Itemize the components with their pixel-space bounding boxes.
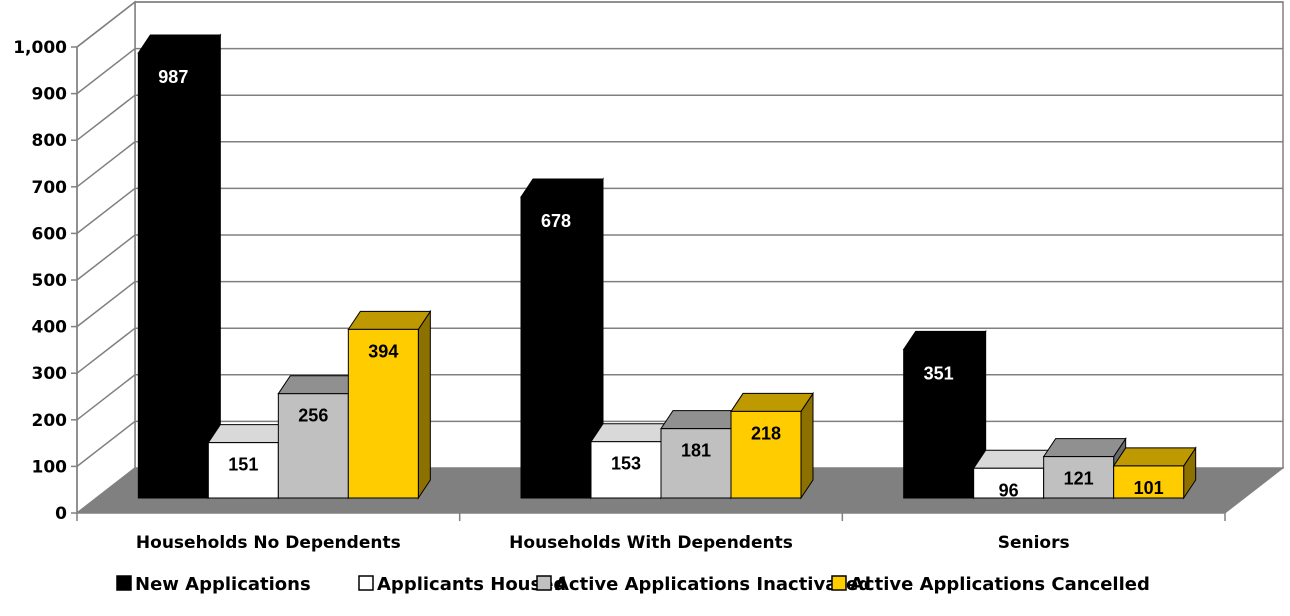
y-tick-label-0: 0 (55, 504, 67, 524)
bar-top-face (730, 392, 814, 412)
bar-front-face (1113, 465, 1185, 499)
bar-front-face (903, 348, 975, 499)
bar-top-face (137, 34, 222, 54)
gridline-8 (76, 94, 1283, 141)
bar-top-face (902, 330, 987, 350)
y-tick-label-400: 400 (32, 318, 68, 338)
x-category-label-households-no-dependents: Households No Dependents (136, 533, 401, 553)
gridline-4 (76, 280, 1283, 328)
bar-front-face (137, 52, 209, 499)
data-label-active-applications-cancelled-seniors: 101 (1134, 478, 1164, 498)
data-label-applicants-housed-households-with-dependents: 153 (611, 454, 641, 474)
y-axis-ticks: 0 100 200 300 400 500 600 700 800 900 1,000 (13, 38, 77, 524)
gridlines (76, 1, 1283, 467)
legend-label: New Applications (135, 574, 311, 595)
bar-new-applications-seniors: 351 (902, 329, 987, 500)
legend-item-new-applications: New Applications (116, 574, 311, 595)
bar-active-applications-cancelled-households-with-dependents: 218 (730, 391, 814, 500)
data-label-active-applications-cancelled-households-with-dependents: 218 (751, 423, 781, 443)
gridline-6 (76, 187, 1283, 234)
bar-active-applications-cancelled-seniors: 101 (1112, 446, 1197, 500)
x-axis-categories: Households No Dependents Households With … (136, 533, 1070, 553)
gridline-3 (76, 327, 1283, 374)
bar-front-face (207, 442, 279, 499)
gridline-7 (76, 141, 1283, 188)
x-category-label-seniors: Seniors (998, 533, 1070, 553)
data-label-applicants-housed-households-no-dependents: 151 (228, 455, 258, 475)
gridline-2 (76, 374, 1283, 421)
legend-swatch (358, 575, 374, 591)
y-tick-label-100: 100 (32, 457, 68, 477)
bar-front-face (973, 467, 1045, 499)
data-label-active-applications-inactivated-households-no-dependents: 256 (298, 406, 328, 426)
bar-side-face (417, 309, 431, 500)
bar-new-applications-households-with-dependents: 678 (520, 177, 604, 500)
gridline-9 (76, 47, 1283, 95)
legend-item-active-applications-inactivated: Active Applications Inactivated (536, 574, 871, 595)
legend-item-applicants-housed: Applicants Housed (358, 574, 566, 595)
bar-active-applications-cancelled-households-no-dependents: 394 (347, 309, 432, 500)
bar-top-face (347, 310, 432, 330)
legend-swatch (831, 575, 847, 591)
gridline-1 (76, 420, 1283, 467)
bar-top-face (1042, 438, 1127, 458)
legend-item-active-applications-cancelled: Active Applications Cancelled (831, 574, 1150, 595)
x-category-label-households-with-dependents: Households With Dependents (509, 533, 793, 553)
legend-label: Applicants Housed (377, 574, 566, 595)
bar-front-face (660, 428, 732, 499)
bar-front-face (520, 196, 592, 499)
y-tick-label-800: 800 (32, 131, 68, 151)
y-tick-label-300: 300 (32, 364, 68, 384)
legend-label: Active Applications Inactivated (555, 574, 871, 595)
gridline-10 (76, 1, 1283, 48)
data-label-active-applications-inactivated-seniors: 121 (1064, 469, 1094, 489)
y-tick-label-900: 900 (32, 85, 68, 105)
data-label-active-applications-inactivated-households-with-dependents: 181 (681, 441, 711, 461)
bars: 987 151 256 394 678 153 181 218 351 96 121 101 (137, 33, 1197, 500)
bar-new-applications-households-no-dependents: 987 (137, 33, 222, 500)
y-tick-label-500: 500 (32, 271, 68, 291)
data-label-new-applications-households-with-dependents: 678 (541, 211, 571, 231)
data-label-applicants-housed-seniors: 96 (999, 480, 1019, 500)
y-tick-label-700: 700 (32, 178, 68, 198)
bar-front-face (730, 410, 802, 499)
y-tick-label-1-000: 1,000 (13, 38, 67, 58)
legend-label: Active Applications Cancelled (850, 574, 1150, 595)
bar-front-face (277, 393, 349, 499)
bar-top-face (520, 178, 604, 198)
bar-top-face (1112, 447, 1197, 467)
gridline-5 (76, 234, 1283, 281)
legend: New Applications Applicants HousedActive … (116, 574, 1150, 595)
data-label-new-applications-households-no-dependents: 987 (158, 67, 188, 87)
data-label-new-applications-seniors: 351 (924, 363, 954, 383)
legend-swatch (536, 575, 552, 591)
legend-swatch (116, 575, 132, 591)
data-label-active-applications-cancelled-households-no-dependents: 394 (368, 341, 398, 361)
y-tick-label-200: 200 (32, 411, 68, 431)
y-tick-label-600: 600 (32, 224, 68, 244)
bar-front-face (347, 328, 419, 499)
